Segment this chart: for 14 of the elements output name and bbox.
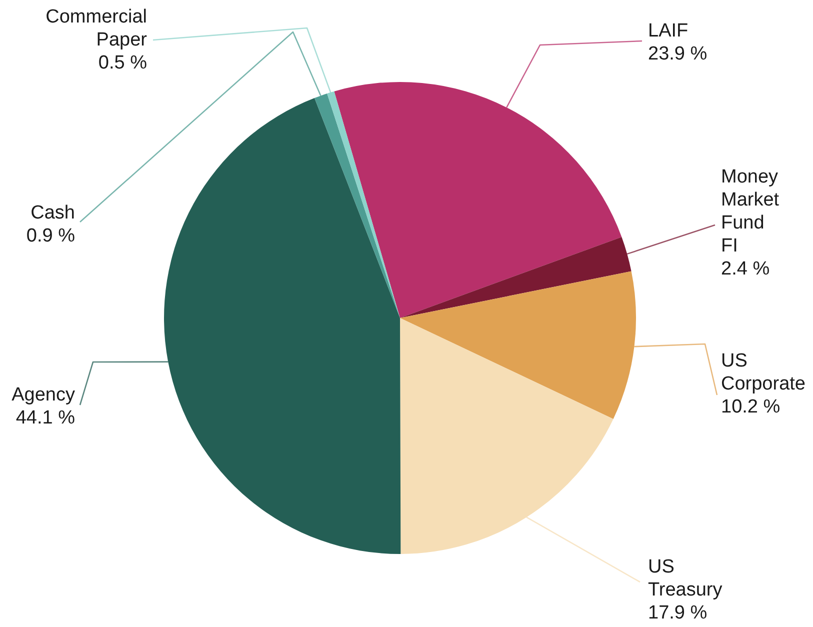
data-label: 0.9 % bbox=[26, 226, 76, 247]
data-label: 2.4 % bbox=[721, 258, 770, 280]
slice-label: LAIF bbox=[648, 20, 688, 42]
slice-label: Commercial Paper bbox=[46, 6, 148, 51]
data-label: 10.2 % bbox=[721, 396, 780, 418]
data-label: 0.5 % bbox=[98, 52, 148, 74]
slice-label: US Corporate bbox=[721, 350, 806, 395]
data-label: 44.1 % bbox=[16, 408, 76, 429]
slice-label: Cash bbox=[30, 202, 75, 224]
data-label: 23.9 % bbox=[648, 44, 708, 65]
slice-label: Money Market Fund FI bbox=[721, 166, 780, 257]
slice-label: Agency bbox=[12, 384, 76, 406]
data-label: 17.9 % bbox=[648, 602, 708, 624]
slice-label: US Treasury bbox=[648, 556, 723, 601]
